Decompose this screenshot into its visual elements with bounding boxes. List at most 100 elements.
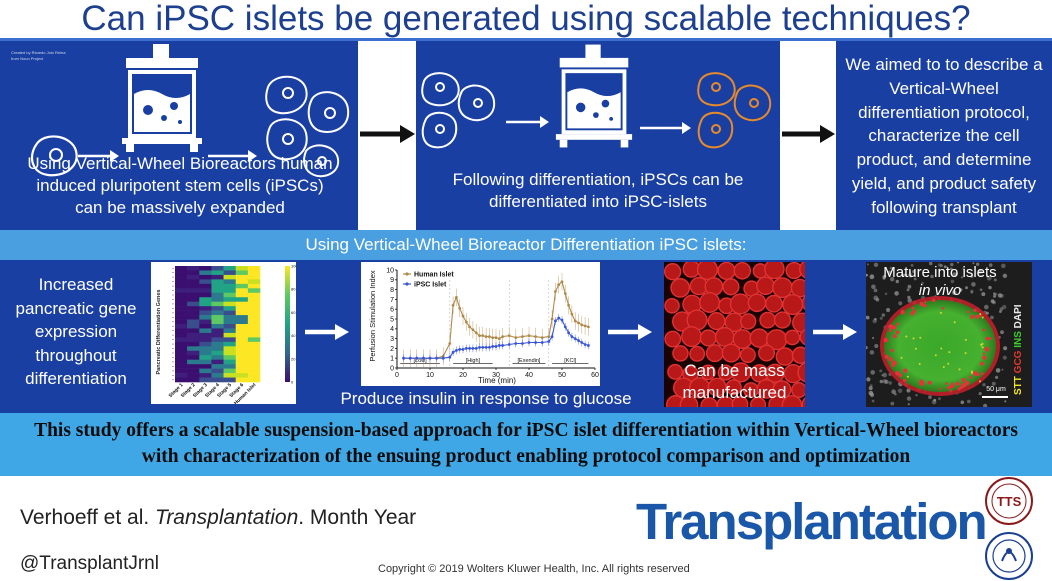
dapi-nucleus: [933, 398, 937, 402]
aggregate-sphere: [722, 278, 740, 296]
dapi-nucleus: [1001, 263, 1006, 269]
gcg-cell: [945, 382, 948, 385]
heatmap-cell: [187, 288, 200, 294]
bioreactor-icon: [122, 44, 202, 152]
dapi-nucleus: [906, 388, 911, 393]
chart-point: [484, 346, 488, 349]
heatmap-cell: [175, 292, 188, 298]
chart-point: [557, 283, 561, 287]
arrow-right-icon: [813, 324, 857, 340]
gene-expression-text: Increased pancreatic gene expression thr…: [15, 275, 137, 388]
dapi-nucleus: [1004, 400, 1007, 403]
heatmap-cell: [247, 266, 261, 271]
heatmap-cell: [235, 319, 249, 325]
chart-phase-label: [KCl]: [564, 358, 576, 364]
heatmap-cell: [235, 337, 249, 343]
gcg-cell: [969, 375, 972, 379]
dapi-nucleus: [971, 282, 976, 287]
islets-line1: Mature into islets: [883, 264, 997, 281]
chart-point: [554, 290, 557, 293]
dapi-nucleus: [992, 300, 996, 305]
in-vivo-islet-image: Mature into islets in vivo STT GCG INS D…: [866, 262, 1032, 407]
gcg-cell: [883, 337, 889, 343]
heatmap-cell: [235, 274, 249, 280]
heatmap-cell: [247, 368, 261, 374]
arrow-right-icon: [305, 324, 349, 340]
heatmap-colorbar-tick: 80: [291, 287, 296, 292]
chart-point: [547, 340, 551, 343]
chart-phase-label: [Low]: [414, 358, 428, 364]
aggregate-sphere: [731, 395, 749, 407]
dapi-nucleus: [871, 284, 876, 290]
heatmap-row-tick: [172, 317, 174, 318]
heatmap-cell: [223, 315, 237, 320]
gcg-cell: [965, 380, 970, 385]
heatmap-colorbar-tick: 20: [291, 356, 296, 361]
heatmap-cell: [187, 324, 200, 329]
gcg-cell: [922, 303, 927, 308]
gcg-cell: [884, 354, 889, 359]
section-band: Using Vertical-Wheel Bioreactor Differen…: [0, 230, 1052, 260]
aggregate-sphere: [717, 262, 736, 281]
gcg-cell: [982, 355, 987, 360]
heatmap-cell: [199, 337, 212, 343]
dapi-nucleus: [979, 288, 983, 292]
aggregate-sphere: [797, 362, 805, 383]
aggregate-sphere: [714, 326, 735, 347]
dapi-nucleus: [957, 262, 959, 264]
dapi-nucleus: [908, 273, 913, 278]
heatmap-cell: [223, 350, 237, 356]
stt-cell: [918, 362, 921, 365]
heatmap-cell: [211, 310, 224, 316]
heatmap-cell: [175, 324, 188, 329]
aggregate-sphere: [792, 312, 805, 334]
heatmap-cell: [223, 319, 237, 325]
gcg-cell: [949, 389, 952, 392]
heatmap-row-tick: [172, 299, 174, 300]
heatmap-cell: [211, 355, 224, 360]
mass-manufactured-text: Can be mass manufactured: [682, 361, 787, 402]
heatmap-cell: [223, 337, 237, 343]
stt-cell: [964, 352, 967, 355]
heatmap-cell: [211, 301, 224, 307]
heatmap-cell: [175, 270, 188, 276]
heatmap-cell: [223, 355, 237, 360]
chart-point: [481, 346, 485, 349]
heatmap-row-tick: [172, 285, 174, 287]
chart-legend-label: iPSC Islet: [414, 282, 447, 289]
dapi-nucleus: [869, 274, 875, 280]
dapi-nucleus: [962, 267, 965, 270]
chart-point: [494, 345, 498, 348]
heatmap-row-tick: [172, 276, 174, 278]
stt-cell: [942, 366, 945, 368]
icon-credit-line1: Created by Ricardo Jolo Reina: [11, 50, 66, 55]
aggregate-sphere: [739, 347, 756, 364]
dapi-nucleus: [884, 379, 889, 384]
aggregate-sphere: [664, 298, 680, 314]
gcg-cell: [970, 316, 974, 320]
aggregate-sphere: [790, 278, 805, 298]
insulin-caption: Produce insulin in response to glucose: [340, 389, 632, 408]
dapi-nucleus: [875, 297, 880, 302]
dapi-nucleus: [898, 301, 903, 306]
heatmap-cell: [247, 328, 261, 334]
stt-cell: [979, 313, 982, 315]
stain-gcg: GCG: [1013, 350, 1024, 374]
heatmap-cell: [247, 341, 261, 347]
heatmap-cell: [247, 306, 261, 311]
chart-y-tick-label: 2: [390, 346, 394, 353]
chart-point: [488, 335, 491, 339]
society-seal-icon: [985, 532, 1033, 580]
gcg-cell: [980, 361, 984, 366]
chart-point: [448, 355, 452, 359]
heatmap-cell: [187, 359, 200, 365]
chart-point: [563, 292, 567, 295]
dapi-nucleus: [879, 316, 883, 320]
chart-point: [580, 341, 584, 344]
chart-point: [573, 337, 577, 340]
heatmap-cell: [175, 368, 188, 374]
heatmap-cell: [199, 332, 212, 338]
heatmap-row-tick: [172, 361, 174, 363]
aggregate-sphere: [699, 291, 721, 313]
aggregate-sphere: [749, 328, 769, 348]
